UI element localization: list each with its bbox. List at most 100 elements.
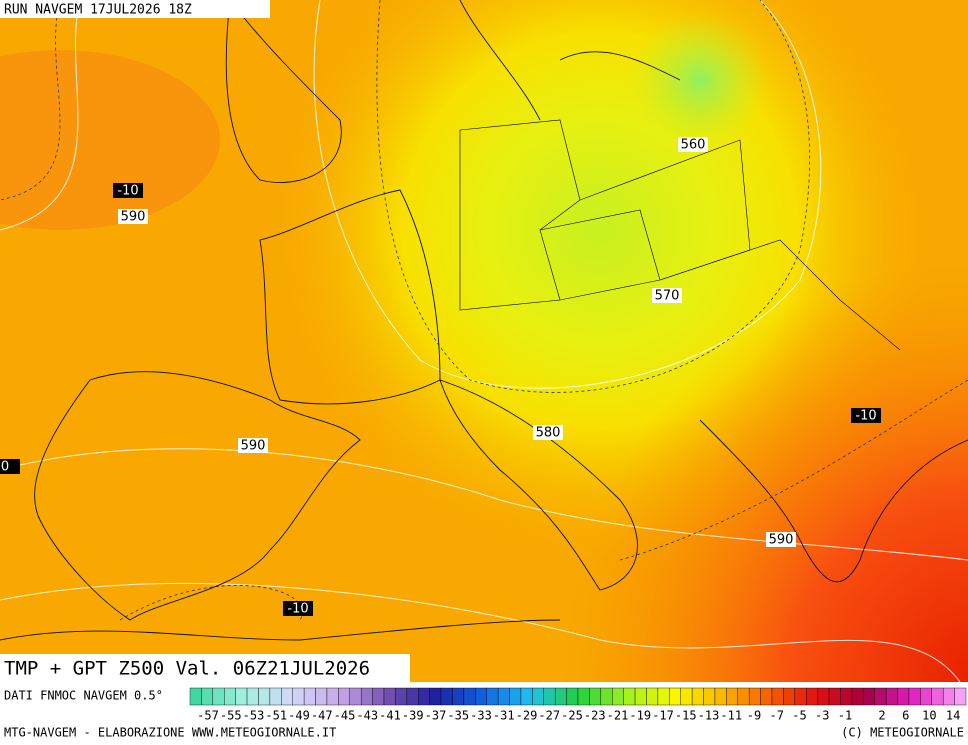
colorbar-label: -35 xyxy=(447,709,469,723)
colorbar-label: -39 xyxy=(402,709,424,723)
label-box xyxy=(678,137,708,152)
colorbar-swatch xyxy=(360,687,373,706)
colorbar-swatch xyxy=(806,687,818,706)
colorbar-label: -23 xyxy=(584,709,606,723)
colorbar-label: -41 xyxy=(379,709,401,723)
colorbar-swatch xyxy=(497,687,510,706)
colorbar-label: -33 xyxy=(470,709,492,723)
colorbar-swatch xyxy=(908,687,921,706)
colorbar-label: -37 xyxy=(425,709,447,723)
colorbar-swatch xyxy=(429,687,442,706)
colorbar-swatch xyxy=(817,687,830,706)
colorbar-swatch xyxy=(954,687,967,706)
colorbar-swatch xyxy=(395,687,408,706)
label-box xyxy=(283,601,313,616)
colorbar-swatch xyxy=(475,687,487,706)
isohypse xyxy=(0,0,81,231)
africa xyxy=(0,619,561,641)
colorbar-swatch xyxy=(840,687,853,706)
label-box xyxy=(533,425,563,440)
colorbar-swatch xyxy=(828,687,841,706)
colorbar-swatch xyxy=(714,687,727,706)
colorbar-swatch xyxy=(372,687,385,706)
isotherm xyxy=(0,0,61,201)
colorbar-label: -31 xyxy=(493,709,515,723)
colorbar-swatch xyxy=(726,687,738,706)
header-box xyxy=(0,0,270,18)
contour-label: 590 xyxy=(241,439,266,454)
colorbar-swatch xyxy=(863,687,875,706)
isohypse xyxy=(313,0,822,389)
borders xyxy=(459,119,901,351)
iberia xyxy=(34,371,361,621)
colorbar-swatch xyxy=(920,687,932,706)
colorbar-label: -17 xyxy=(652,709,674,723)
contour-label: 570 xyxy=(655,289,680,304)
coastlines xyxy=(0,0,968,641)
colorbar-swatch xyxy=(486,687,499,706)
colorbar-swatch xyxy=(440,687,453,706)
colorbar-label: -15 xyxy=(675,709,697,723)
map-title: TMP + GPT Z500 Val. 06Z21JUL2026 xyxy=(4,658,370,680)
colorbar-swatch xyxy=(235,687,248,706)
colorbar-swatch xyxy=(281,687,293,706)
colorbar-swatch xyxy=(543,687,556,706)
colorbar-swatch xyxy=(703,687,716,706)
colorbar-label: 14 xyxy=(946,709,960,723)
label-box xyxy=(113,183,143,198)
colorbar-swatch xyxy=(691,687,704,706)
colorbar-label: -55 xyxy=(220,709,242,723)
colorbar-label: 10 xyxy=(922,709,936,723)
colorbar-swatch xyxy=(783,687,796,706)
colorbar-label: -13 xyxy=(698,709,720,723)
colorbar-label: -51 xyxy=(265,709,287,723)
colorbar-swatch xyxy=(646,687,659,706)
balkans xyxy=(699,419,968,583)
colorbar-swatch xyxy=(657,687,670,706)
colorbar-swatch xyxy=(623,687,636,706)
britain xyxy=(225,0,342,183)
colorbar-swatch xyxy=(406,687,419,706)
contour-label: 0 xyxy=(1,460,9,475)
colorbar-swatch xyxy=(577,687,590,706)
isohypse xyxy=(0,582,961,683)
colorbar-swatch xyxy=(532,687,544,706)
label-box xyxy=(118,209,148,224)
colorbar-swatch xyxy=(463,687,476,706)
colorbar-label: -29 xyxy=(516,709,538,723)
colorbar-swatch xyxy=(189,687,202,706)
colorbar-swatch xyxy=(452,687,465,706)
border xyxy=(659,239,901,351)
contour-label: -10 xyxy=(287,602,308,617)
colorbar-label: -27 xyxy=(538,709,560,723)
colorbar-label: 2 xyxy=(878,709,885,723)
isotherm xyxy=(119,584,303,621)
colorbar-swatch xyxy=(326,687,339,706)
label-box xyxy=(238,438,268,453)
isotherm xyxy=(619,379,968,561)
colorbar-swatch xyxy=(942,687,955,706)
contour-label: 560 xyxy=(681,138,706,153)
colorbar-swatch xyxy=(509,687,522,706)
colorbar-swatch xyxy=(224,687,236,706)
colorbar-swatch xyxy=(269,687,282,706)
colorbar-swatch xyxy=(418,687,430,706)
colorbar-swatch xyxy=(258,687,271,706)
legend-source: DATI FNMOC NAVGEM 0.5° xyxy=(4,689,163,703)
border xyxy=(539,209,661,281)
colorbar-swatch xyxy=(612,687,624,706)
colorbar-label: -5 xyxy=(792,709,806,723)
colorbar-swatch xyxy=(680,687,693,706)
colorbar-swatch xyxy=(771,687,784,706)
colorbar-label: -1 xyxy=(838,709,852,723)
contour-label: 590 xyxy=(769,533,794,548)
colorbar-swatch xyxy=(851,687,864,706)
colorbar-label: -43 xyxy=(356,709,378,723)
hot-area xyxy=(0,0,968,682)
colorbar-swatch xyxy=(897,687,910,706)
colorbar-swatch xyxy=(748,687,761,706)
colorbar-label: -9 xyxy=(747,709,761,723)
isotherm xyxy=(376,0,811,393)
colorbar-swatch xyxy=(600,687,613,706)
